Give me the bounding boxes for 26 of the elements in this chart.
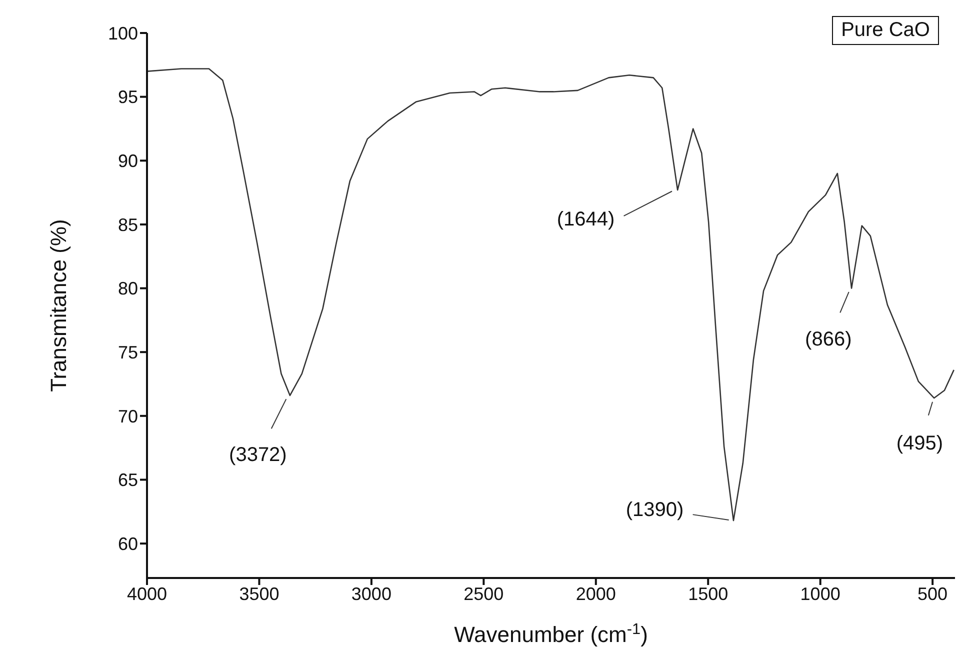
x-tick-label: 3000 bbox=[351, 584, 392, 604]
y-tick-label: 65 bbox=[118, 470, 138, 490]
annotation: (1390) bbox=[626, 498, 684, 521]
x-tick-label: 2000 bbox=[576, 584, 616, 604]
y-tick-label: 60 bbox=[118, 534, 138, 554]
x-axis-title: Wavenumber (cm$^{-1}$) bbox=[454, 620, 648, 647]
annotation: (495) bbox=[896, 432, 944, 454]
y-tick-label: 85 bbox=[118, 214, 138, 235]
y-tick-label: 90 bbox=[118, 151, 138, 172]
y-tick-label: 70 bbox=[118, 406, 138, 426]
x-tick-label: 1500 bbox=[688, 584, 728, 604]
annotation: (866) bbox=[805, 328, 852, 351]
x-tick-label: 500 bbox=[918, 584, 948, 604]
y-tick-label: 80 bbox=[118, 278, 138, 299]
annotation: (1644) bbox=[556, 208, 615, 230]
x-tick-label: 2500 bbox=[464, 584, 504, 604]
line-series bbox=[147, 68, 955, 522]
y-tick-label: 75 bbox=[118, 342, 138, 362]
x-tick-label: 3500 bbox=[239, 584, 280, 604]
annotation: Pure CaO bbox=[832, 16, 939, 45]
x-tick-label: 1000 bbox=[800, 584, 840, 604]
annotation: (3372) bbox=[229, 444, 287, 466]
x-tick-label: 4000 bbox=[126, 584, 168, 604]
y-tick-label: 95 bbox=[118, 87, 138, 108]
y-axis-title: Transmitance (%) bbox=[46, 219, 71, 392]
y-tick-label: 100 bbox=[108, 23, 138, 44]
